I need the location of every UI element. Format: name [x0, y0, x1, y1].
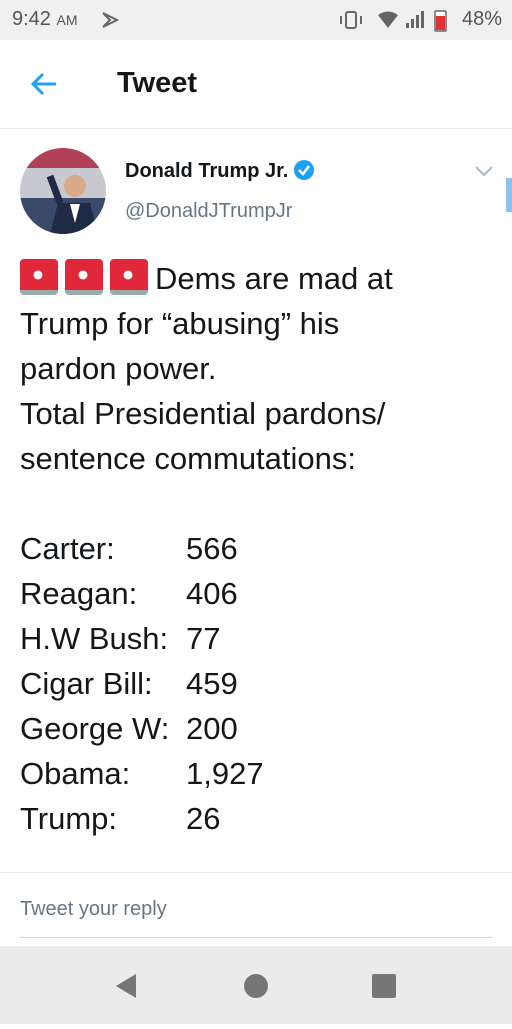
text-line: sentence commutations: [20, 441, 357, 476]
pardon-count: 1,927 [186, 756, 264, 791]
emoji [110, 259, 148, 295]
president-name: Reagan: [20, 576, 138, 611]
president-name: Obama: [20, 756, 131, 791]
president-name: Carter: [20, 531, 115, 566]
cast-icon [102, 12, 120, 28]
president-name: George W: [20, 711, 170, 746]
verified-badge [293, 160, 314, 180]
nav-recents[interactable] [372, 974, 396, 998]
list-row: Cigar Bill: 459 [20, 661, 264, 706]
back-button[interactable] [28, 68, 60, 100]
list-row: Trump: 26 [20, 796, 264, 841]
author-handle[interactable]: @DonaldJTrumpJr [125, 200, 293, 222]
divider [0, 872, 512, 873]
text-line: Dems are mad at [20, 256, 393, 301]
status-icons [340, 10, 447, 32]
list-row: George W: 200 [20, 706, 264, 751]
more-menu[interactable] [474, 163, 494, 179]
clock: 9:42 AM [12, 8, 78, 31]
pardon-list: Carter: 566 Reagan: 406 H.W Bush: 77 Cigar Bil… [20, 526, 264, 841]
author-text: Donald Trump Jr. [125, 160, 289, 182]
nav-bar [0, 946, 512, 1024]
am-pm: AM [56, 12, 78, 28]
header: Tweet [0, 40, 512, 129]
list-row: Reagan: 406 [20, 571, 264, 616]
pardon-count: 77 [186, 621, 221, 656]
header-title: Tweet [117, 67, 198, 99]
battery-level: 48% [461, 8, 502, 30]
list-row: Obama: 1,927 [20, 751, 264, 796]
reply-field[interactable]: Tweet your reply [20, 898, 492, 938]
president-name: H.W Bush: [20, 621, 169, 656]
tweet-text: Dems are mad at Trump for “abusing” his p… [20, 256, 393, 481]
scrollbar [506, 178, 512, 212]
president-name: Cigar Bill: [20, 666, 153, 701]
pardon-count: 26 [186, 801, 221, 836]
nav-home[interactable] [244, 974, 268, 998]
text-line: pardon power. [20, 351, 217, 386]
pardon-count: 200 [186, 711, 238, 746]
emoji [65, 259, 103, 295]
status-bar: 9:42 AM 48% [0, 0, 512, 40]
text-line: Trump for “abusing” his [20, 306, 340, 341]
list-row: H.W Bush: 77 [20, 616, 264, 661]
pardon-count: 566 [186, 531, 238, 566]
list-row: Carter: 566 [20, 526, 264, 571]
time: 9:42 [12, 8, 51, 30]
pardon-count: 459 [186, 666, 238, 701]
nav-back[interactable] [116, 974, 136, 998]
pardon-count: 406 [186, 576, 238, 611]
text-line: Total Presidential pardons/ [20, 396, 386, 431]
author-name[interactable]: Donald Trump Jr. [125, 160, 314, 183]
president-name: Trump: [20, 801, 118, 836]
emoji [20, 259, 58, 295]
avatar[interactable] [20, 148, 106, 234]
line-text: Dems are mad at [155, 261, 393, 296]
